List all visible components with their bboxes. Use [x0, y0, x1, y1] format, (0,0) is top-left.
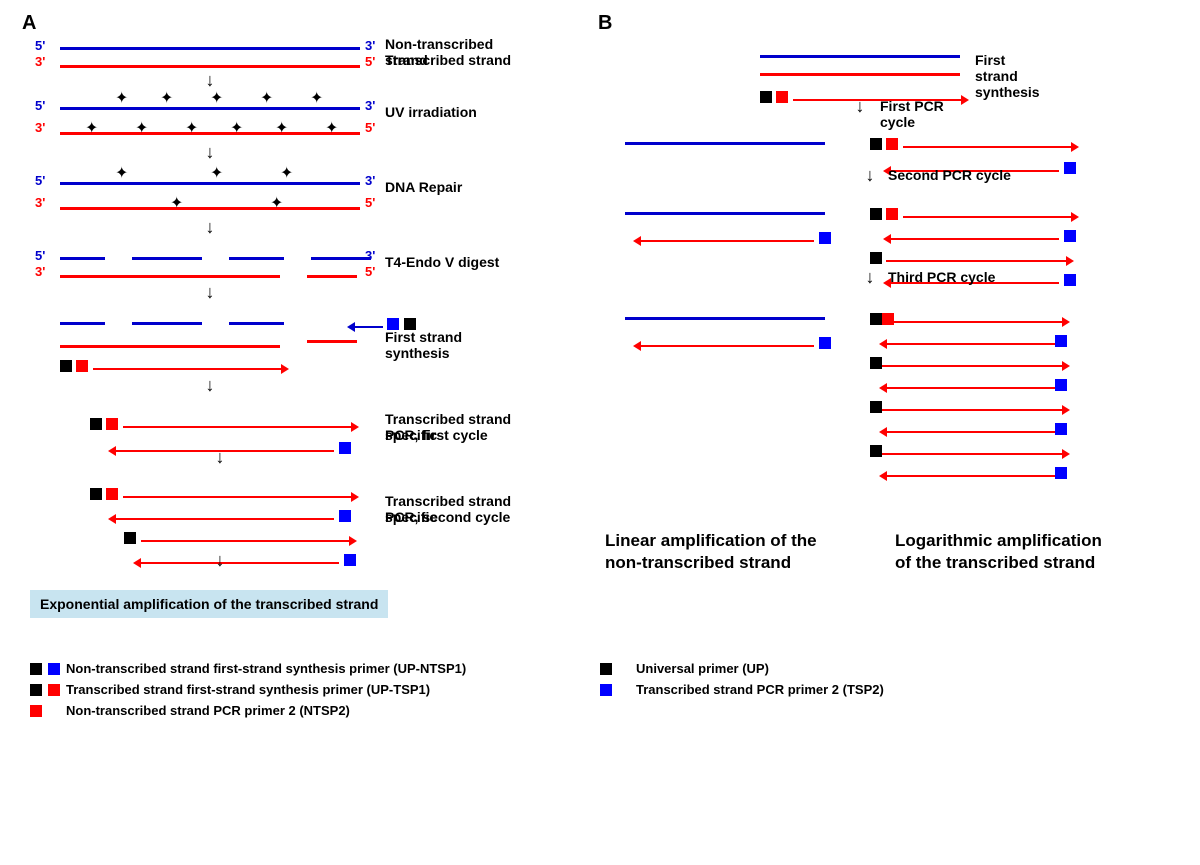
legend-text: Non-transcribed strand first-strand synt…	[66, 661, 466, 676]
blue-primer-box	[387, 318, 399, 330]
star-icon: ✦	[185, 118, 198, 138]
arrow-down-icon: ↓	[866, 267, 875, 288]
stage-b3-left	[625, 205, 831, 247]
black-box-icon	[600, 663, 612, 675]
red-box-icon	[30, 705, 42, 717]
legend-text: Non-transcribed strand PCR primer 2 (NTS…	[66, 703, 350, 718]
label-transcribed: Transcribed strand	[385, 52, 511, 68]
label-repair: DNA Repair	[385, 179, 462, 195]
five-prime-red: 5'	[365, 54, 375, 69]
blue-fragment	[60, 257, 105, 260]
star-icon: ✦	[210, 88, 223, 108]
three-prime-red: 3'	[35, 54, 45, 69]
arrow-down-icon: ↓	[216, 447, 225, 468]
label-uv: UV irradiation	[385, 104, 477, 120]
star-icon: ✦	[135, 118, 148, 138]
star-icon: ✦	[160, 88, 173, 108]
stage-b3-right: ↓ Third PCR cycle	[870, 205, 1076, 289]
black-box-icon	[30, 684, 42, 696]
label-first-pcr: First PCR cycle	[880, 98, 963, 130]
arrow-down-icon: ↓	[866, 165, 875, 186]
panel-b-label: B	[598, 12, 612, 35]
red-strand-arrow	[123, 426, 353, 428]
blue-fragment	[229, 257, 284, 260]
star-icon: ✦	[260, 88, 273, 108]
blue-box-icon	[600, 684, 612, 696]
label-second-pcr: Second PCR cycle	[888, 167, 1011, 183]
legend-text: Transcribed strand first-strand synthesi…	[66, 682, 430, 697]
arrow-down-icon: ↓	[216, 550, 225, 571]
red-box-icon	[48, 684, 60, 696]
legend-item: Universal primer (UP)	[600, 661, 884, 676]
star-icon: ✦	[210, 163, 223, 183]
legend-left: Non-transcribed strand first-strand synt…	[30, 655, 570, 724]
star-icon: ✦	[85, 118, 98, 138]
legend-item: Non-transcribed strand PCR primer 2 (NTS…	[30, 703, 570, 718]
stage-a6: Transcribed strand specific PCR, first c…	[90, 415, 520, 457]
log-amp-label-l1: Logarithmic amplification	[895, 530, 1102, 552]
red-fragment	[60, 275, 280, 278]
blue-strand	[760, 55, 960, 58]
arrow-down-icon: ↓	[206, 375, 215, 396]
star-icon: ✦	[270, 193, 283, 213]
red-strand	[760, 73, 960, 76]
black-box-icon	[30, 663, 42, 675]
legend-item: Transcribed strand first-strand synthesi…	[30, 682, 570, 697]
stage-a1: 5' 3' Non-transcribed strand 3' 5' Trans…	[60, 40, 520, 76]
non-transcribed-strand	[60, 47, 360, 50]
stage-a4: 5' 3' 3' 5' T4-Endo V digest ↓	[60, 250, 520, 286]
stage-a3: 5' 3' ✦ ✦ ✦ 3' 5' ✦ ✦ DNA Repair ↓	[60, 175, 520, 211]
legend-text: Transcribed strand PCR primer 2 (TSP2)	[636, 682, 884, 697]
legend-text: Universal primer (UP)	[636, 661, 769, 676]
label-pcr2-l2: PCR, second cycle	[385, 509, 510, 525]
log-amp-label-l2: of the transcribed strand	[895, 552, 1095, 574]
result-highlight: Exponential amplification of the transcr…	[30, 590, 388, 618]
label-first-strand: First strand synthesis	[385, 329, 520, 361]
arrow-down-icon: ↓	[856, 96, 865, 117]
legend-item: Transcribed strand PCR primer 2 (TSP2)	[600, 682, 884, 697]
stage-b2-left	[625, 135, 825, 153]
blue-box-icon	[48, 663, 60, 675]
stage-b4-left	[625, 310, 831, 352]
black-primer-box	[404, 318, 416, 330]
arrow-down-icon: ↓	[206, 282, 215, 303]
arrow-down-icon: ↓	[206, 217, 215, 238]
label-third-pcr: Third PCR cycle	[888, 269, 995, 285]
red-primer-box	[76, 360, 88, 372]
star-icon: ✦	[170, 193, 183, 213]
star-icon: ✦	[230, 118, 243, 138]
star-icon: ✦	[115, 163, 128, 183]
blue-primer-arrow	[353, 326, 383, 328]
transcribed-strand	[60, 65, 360, 68]
label-b1: First strand synthesis	[975, 52, 1040, 100]
stage-b1: First strand synthesis ↓ First PCR cycle	[760, 48, 963, 106]
blue-fragment	[311, 257, 371, 260]
stage-b2-right: ↓ Second PCR cycle	[870, 135, 1076, 177]
stage-a2: 5' 3' ✦ ✦ ✦ ✦ ✦ 3' 5' ✦ ✦ ✦ ✦ ✦ ✦ UV irr…	[60, 100, 520, 136]
panel-a-label: A	[22, 12, 36, 35]
red-fragment	[307, 275, 357, 278]
arrow-down-icon: ↓	[206, 142, 215, 163]
stage-b4-right	[870, 310, 1067, 482]
star-icon: ✦	[280, 163, 293, 183]
label-pcr1-l2: PCR, first cycle	[385, 427, 488, 443]
five-prime-blue: 5'	[35, 38, 45, 53]
red-extension-arrow	[93, 368, 283, 370]
star-icon: ✦	[310, 88, 323, 108]
three-prime-blue: 3'	[365, 38, 375, 53]
legend-item: Non-transcribed strand first-strand synt…	[30, 661, 570, 676]
linear-amp-label-l1: Linear amplification of the	[605, 530, 817, 552]
star-icon: ✦	[325, 118, 338, 138]
star-icon: ✦	[115, 88, 128, 108]
black-primer-box	[60, 360, 72, 372]
blue-fragment	[132, 257, 202, 260]
stage-a5: First strand synthesis ↓	[60, 315, 520, 375]
label-t4: T4-Endo V digest	[385, 254, 499, 270]
linear-amp-label-l2: non-transcribed strand	[605, 552, 791, 574]
legend-right: Universal primer (UP) Transcribed strand…	[600, 655, 884, 703]
star-icon: ✦	[275, 118, 288, 138]
stage-a7: Transcribed strand specific PCR, second …	[90, 485, 520, 569]
